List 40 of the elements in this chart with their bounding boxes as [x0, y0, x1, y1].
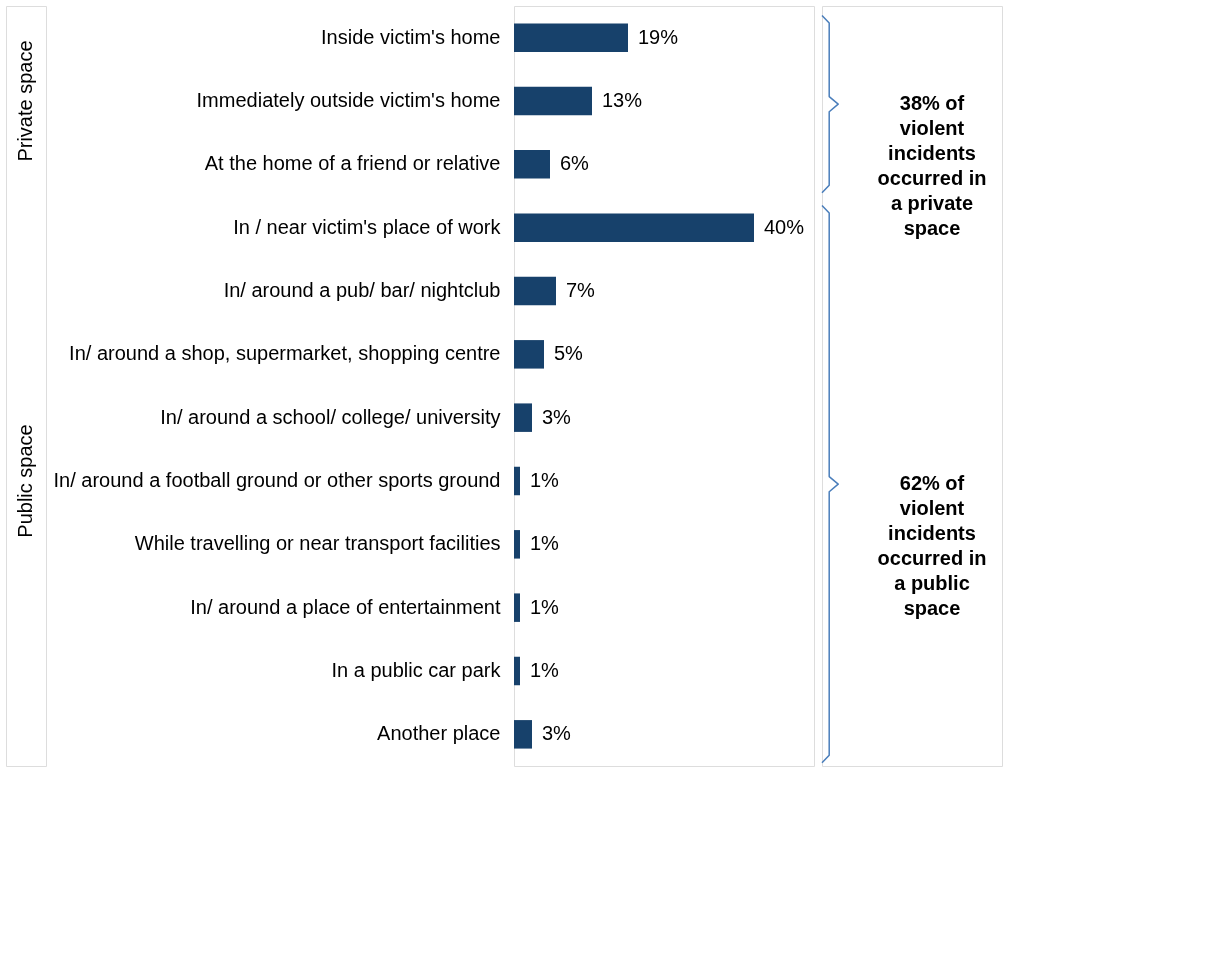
data-label: 3% — [542, 722, 572, 745]
data-label: 19% — [638, 25, 679, 48]
y-tick-label: In/ around a school/ college/ university — [160, 405, 501, 428]
bar — [514, 530, 520, 559]
y-tick-label: In a public car park — [331, 659, 502, 681]
y-tick-label: Inside victim's home — [321, 25, 501, 48]
data-label: 1% — [530, 659, 560, 681]
data-label: 5% — [554, 342, 584, 365]
bar — [514, 340, 544, 369]
y-tick-label: In/ around a shop, supermarket, shopping centre — [69, 342, 501, 365]
y-tick-label: While travelling or near transport facilities — [134, 532, 501, 555]
data-label: 13% — [602, 89, 643, 111]
data-label: 40% — [764, 215, 805, 238]
data-label: 7% — [566, 279, 596, 301]
bar — [514, 150, 550, 179]
data-label: 1% — [530, 595, 560, 618]
bar — [514, 720, 532, 749]
bar — [514, 213, 754, 242]
y-tick-label: At the home of a friend or relative — [204, 152, 501, 175]
data-label: 1% — [530, 469, 560, 491]
bar — [514, 466, 520, 496]
y-tick-label: In/ around a football ground or other sports ground — [53, 469, 501, 491]
text: Private space — [14, 40, 36, 162]
y-tick-label: In/ around a place of entertainment — [190, 595, 501, 618]
data-label: 6% — [560, 152, 590, 175]
data-label: 3% — [542, 405, 572, 428]
y-tick-label: In / near victim's place of work — [233, 215, 502, 238]
text: Public space — [14, 424, 36, 538]
bar — [514, 23, 628, 52]
bar — [514, 276, 556, 306]
text: 38% of violent incidents occurred in a private space — [877, 92, 987, 240]
data-label: 1% — [530, 532, 560, 555]
y-tick-label: Another place — [377, 722, 501, 745]
bar — [514, 593, 520, 622]
bar — [514, 656, 520, 686]
y-tick-label: In/ around a pub/ bar/ nightclub — [223, 279, 501, 301]
y-tick-label: Immediately outside victim's home — [196, 89, 501, 111]
bar — [514, 403, 532, 432]
text: 62% of violent incidents occurred in a public space — [877, 472, 987, 620]
bar — [514, 86, 592, 116]
